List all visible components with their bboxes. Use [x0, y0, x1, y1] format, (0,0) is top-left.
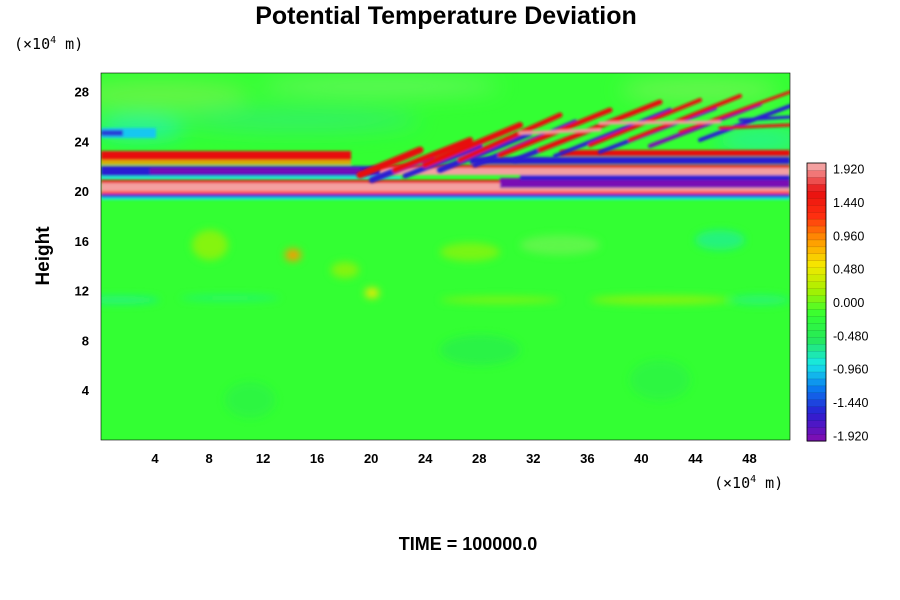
colorbar-segment: [806, 385, 827, 393]
plot-frame: [100, 72, 791, 441]
colorbar-segment: [806, 364, 827, 373]
colorbar-frame: [806, 162, 827, 442]
x-tick-label: 16: [310, 451, 324, 466]
colorbar-tick-label: -1.440: [833, 396, 868, 410]
colorbar-tick-label: -0.960: [833, 363, 868, 377]
colorbar-segment: [806, 329, 827, 338]
colorbar-segment: [806, 322, 827, 331]
colorbar-segment: [806, 280, 827, 289]
colorbar-segment: [806, 190, 827, 199]
x-tick-label: 28: [472, 451, 486, 466]
colorbar-segment: [806, 419, 827, 428]
colorbar-segment: [806, 433, 827, 442]
x-tick-label: 8: [205, 451, 212, 466]
y-axis-title: Height: [33, 226, 54, 286]
colorbar-tick-label: 0.960: [833, 229, 864, 243]
x-tick-label: 48: [742, 451, 756, 466]
colorbar-segment: [806, 378, 827, 387]
y-unit-label: (×104 m): [14, 35, 83, 53]
y-tick-label: 12: [75, 284, 89, 299]
heatmap-field: [101, 73, 790, 440]
colorbar-segment: [806, 399, 827, 407]
colorbar-segment: [806, 204, 827, 213]
colorbar-segment: [806, 357, 827, 366]
colorbar-tick-label: -0.480: [833, 329, 868, 343]
colorbar-segment: [806, 260, 827, 268]
y-tick-label: 8: [82, 333, 89, 348]
colorbar-segment: [806, 239, 827, 248]
colorbar: 1.920 1.440 0.960 0.480 0.000 -0.480 -0.960 -1.…: [806, 162, 868, 443]
x-tick-label: 4: [151, 451, 159, 466]
chart-title: Potential Temperature Deviation: [255, 2, 637, 30]
x-tick-label: 36: [580, 451, 594, 466]
colorbar-segment: [806, 392, 827, 400]
colorbar-tick-label: -1.920: [833, 429, 868, 443]
time-label: TIME = 100000.0: [399, 534, 538, 554]
colorbar-segment: [806, 371, 827, 380]
x-tick-label: 20: [364, 451, 378, 466]
colorbar-segment: [806, 176, 827, 185]
band-20: [101, 150, 790, 200]
x-tick-label: 24: [418, 451, 433, 466]
wave-streaks: [356, 90, 790, 183]
colorbar-segment: [806, 197, 827, 206]
band-24: [101, 128, 401, 180]
colorbar-segment: [806, 232, 827, 241]
y-tick-label: 24: [75, 134, 90, 149]
colorbar-segment: [806, 225, 827, 234]
colorbar-segment: [806, 267, 827, 275]
colorbar-segment: [806, 162, 827, 171]
colorbar-segment: [806, 183, 827, 192]
colorbar-segment: [806, 211, 827, 220]
colorbar-tick-label: 1.920: [833, 163, 864, 177]
colorbar-segment: [806, 253, 827, 261]
colorbar-segment: [806, 413, 827, 421]
colorbar-segment: [806, 406, 827, 414]
lower-field-patches: [101, 230, 790, 418]
colorbar-segment: [806, 274, 827, 282]
colorbar-segment: [806, 315, 827, 324]
colorbar-tick-label: 0.000: [833, 296, 864, 310]
colorbar-segment: [806, 246, 827, 254]
colorbar-tick-label: 1.440: [833, 196, 864, 210]
colorbar-segment: [806, 218, 827, 227]
colorbar-segment: [806, 308, 827, 317]
x-axis-ticks: 4 8 12 16 20 24 28 32 36 40 44 48: [151, 451, 756, 466]
y-axis-ticks: 4 8 12 16 20 24 28: [75, 85, 90, 399]
y-tick-label: 4: [82, 383, 90, 398]
y-tick-label: 20: [75, 184, 89, 199]
y-tick-label: 16: [75, 234, 89, 249]
colorbar-tick-label: 0.480: [833, 263, 864, 277]
colorbar-segment: [806, 426, 827, 435]
colorbar-segment: [806, 287, 827, 296]
x-tick-label: 40: [634, 451, 648, 466]
colorbar-segment: [806, 294, 827, 303]
x-tick-label: 32: [526, 451, 540, 466]
x-tick-label: 44: [688, 451, 703, 466]
colorbar-segment: [806, 169, 827, 178]
colorbar-segment: [806, 336, 827, 345]
x-unit-label: (×104 m): [714, 474, 783, 492]
colorbar-segment: [806, 343, 827, 352]
colorbar-segment: [806, 301, 827, 310]
colorbar-segment: [806, 350, 827, 359]
y-tick-label: 28: [75, 85, 89, 100]
x-tick-label: 12: [256, 451, 270, 466]
